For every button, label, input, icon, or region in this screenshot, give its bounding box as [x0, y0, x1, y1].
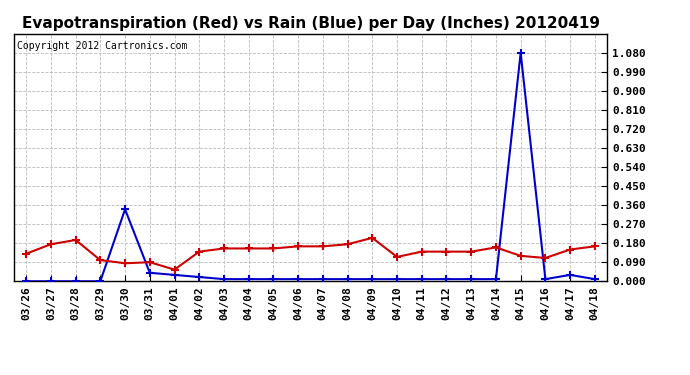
- Title: Evapotranspiration (Red) vs Rain (Blue) per Day (Inches) 20120419: Evapotranspiration (Red) vs Rain (Blue) …: [21, 16, 600, 31]
- Text: Copyright 2012 Cartronics.com: Copyright 2012 Cartronics.com: [17, 41, 187, 51]
